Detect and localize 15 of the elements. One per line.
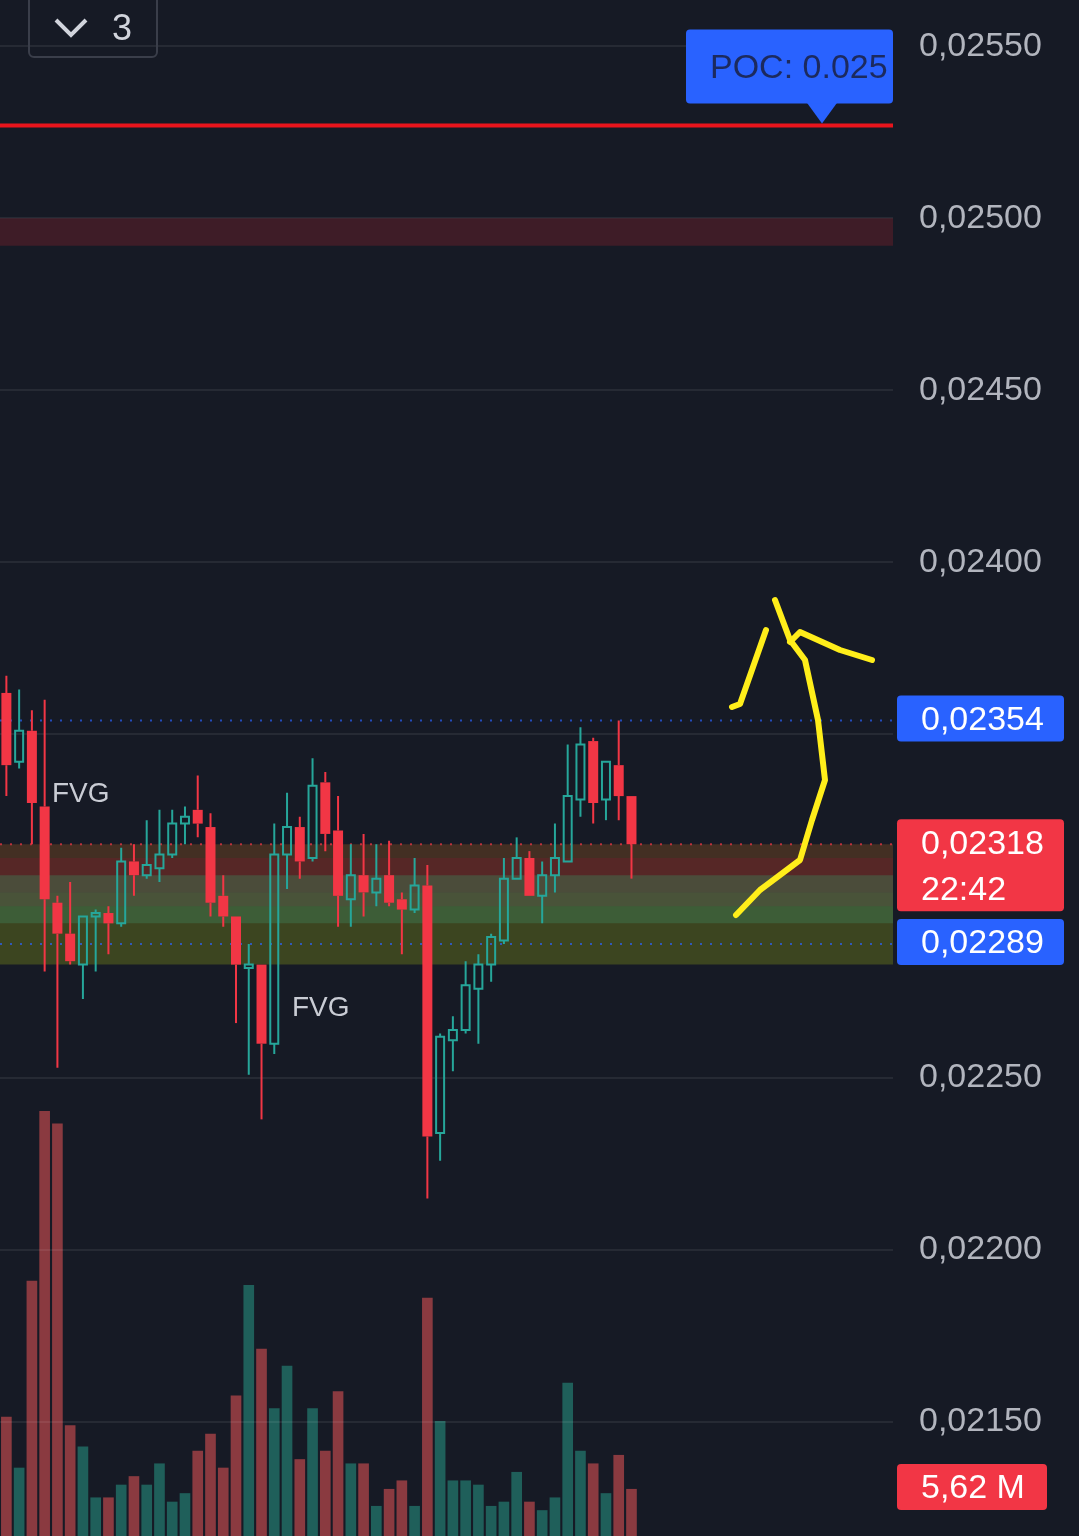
annotation: 3 xyxy=(111,7,133,49)
text: 5,62 M xyxy=(921,1467,1025,1506)
band-label: FVG xyxy=(52,776,110,808)
ref-line-label: 0,02289 xyxy=(921,922,1044,961)
y-tick-label: 0,02550 xyxy=(919,24,1042,63)
ref-line-label: POC: 0.025 xyxy=(710,46,888,85)
y-tick-label: 0,02150 xyxy=(919,1400,1042,1439)
y-tick-label: 0,02400 xyxy=(919,540,1042,579)
y-tick-label: 0,02500 xyxy=(919,196,1042,235)
ref-line-label: 0,02318 22:42 xyxy=(921,822,1044,907)
band-label: FVG xyxy=(292,991,350,1023)
ref-line-label: 0,02354 xyxy=(921,698,1044,737)
y-tick-label: 0,02450 xyxy=(919,368,1042,407)
y-tick-label: 0,02200 xyxy=(919,1228,1042,1267)
y-tick-label: 0,02250 xyxy=(919,1056,1042,1095)
